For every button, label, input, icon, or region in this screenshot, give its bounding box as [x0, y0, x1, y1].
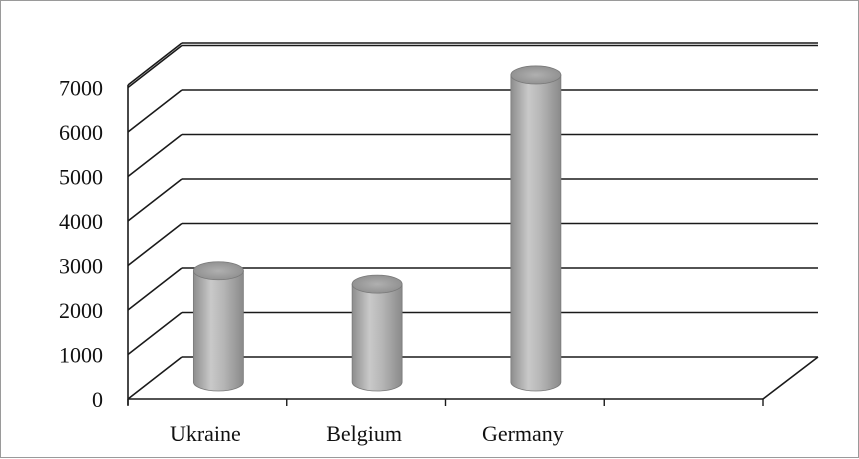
- x-category-label: Germany: [482, 421, 564, 446]
- y-tick-label: 1000: [59, 343, 103, 368]
- gridline: [127, 356, 818, 400]
- gridline: [127, 311, 818, 356]
- floor-right-edge: [762, 356, 819, 400]
- y-tick-label: 7000: [59, 76, 103, 101]
- gridline: [127, 178, 818, 222]
- y-tick-label: 2000: [59, 298, 103, 323]
- x-category-label: Belgium: [326, 421, 402, 446]
- gridline: [127, 133, 818, 178]
- labels-layer: 0 1000 2000 3000 4000 5000 6000 7000 Ukraine Belg…: [59, 76, 564, 447]
- gridline: [127, 89, 818, 133]
- gridline: [127, 44, 818, 89]
- gridline-top-diagonal: [127, 42, 183, 86]
- y-tick-label: 6000: [59, 120, 103, 145]
- y-tick-label: 5000: [59, 165, 103, 190]
- bar-belgium: [351, 274, 403, 392]
- x-category-label: Ukraine: [170, 421, 241, 446]
- gridline: [127, 222, 818, 267]
- bars-layer: [192, 65, 562, 392]
- y-tick-label: 4000: [59, 209, 103, 234]
- gridline: [127, 267, 818, 311]
- bar-germany: [510, 65, 562, 392]
- y-tick-label: 3000: [59, 254, 103, 279]
- bar-ukraine: [192, 261, 244, 392]
- grid-layer: [127, 42, 819, 406]
- y-tick-label: 0: [92, 387, 103, 412]
